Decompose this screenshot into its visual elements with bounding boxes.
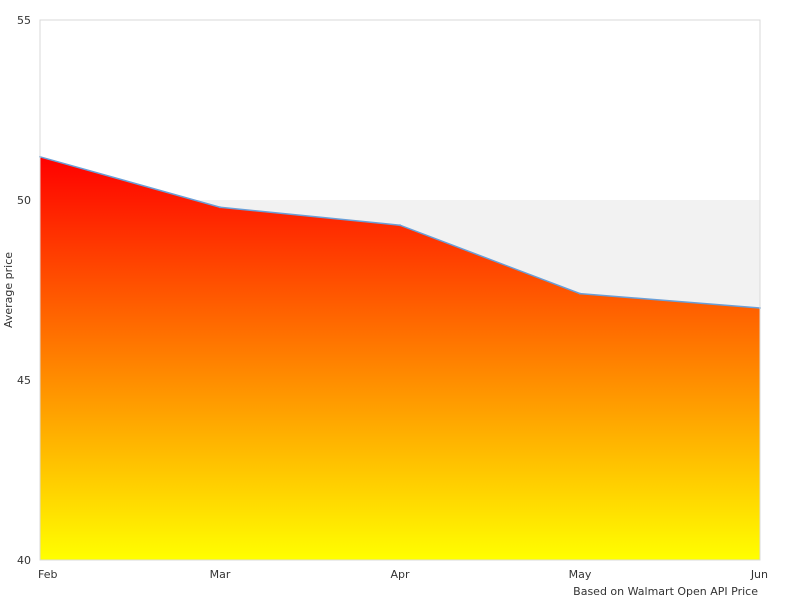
x-tick-label: Jun [750, 568, 768, 581]
plot-border [39, 19, 761, 561]
x-tick-label: Feb [38, 568, 57, 581]
data-point[interactable] [399, 224, 401, 227]
y-axis-label: Average price [2, 252, 15, 328]
y-tick-label: 45 [17, 374, 31, 387]
series-area [40, 156, 760, 561]
y-tick-label: 50 [17, 194, 31, 207]
y-tick-label: 40 [17, 554, 31, 567]
x-tick-label: May [569, 568, 592, 581]
y-tick-label: 55 [17, 14, 31, 27]
x-tick-label: Mar [210, 568, 231, 581]
source-note: Based on Walmart Open API Price [573, 585, 758, 598]
x-axis: Feb Mar Apr May Jun [38, 568, 768, 581]
y-axis: 40 45 50 55 [17, 14, 31, 567]
data-point[interactable] [219, 206, 221, 209]
x-tick-label: Apr [390, 568, 410, 581]
data-point[interactable] [579, 292, 581, 295]
